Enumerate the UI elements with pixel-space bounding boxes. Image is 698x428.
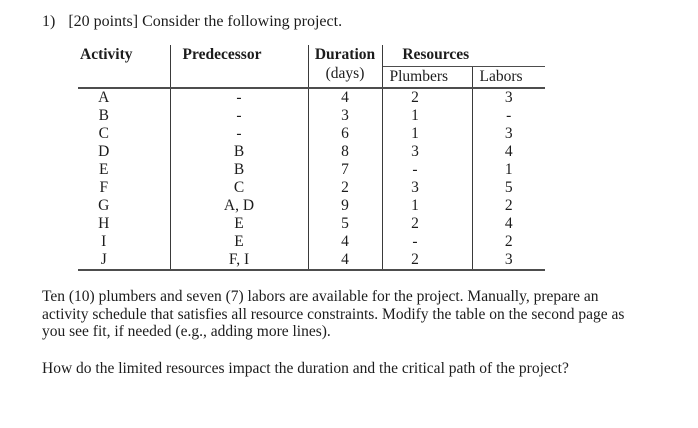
cell-plumbers: 1 — [382, 124, 473, 143]
project-table: Activity Predecessor Duration (days) Res… — [78, 45, 545, 271]
cell-activity: F — [78, 178, 171, 197]
cell-labors: 4 — [504, 214, 513, 232]
cell-activity: H — [78, 214, 171, 233]
cell-predecessor: B — [170, 142, 309, 161]
table-row: G A, D 9 1 2 — [78, 196, 545, 215]
cell-plumbers: 1 — [382, 196, 473, 215]
table-row: E B 7 - 1 — [78, 160, 545, 179]
table-header-row-2: Plumbers Labors — [78, 66, 545, 89]
cell-predecessor: - — [170, 124, 309, 143]
cell-predecessor: F, I — [170, 250, 309, 271]
cell-plumbers: 2 — [382, 87, 473, 107]
cell-plumbers: 1 — [382, 106, 473, 125]
cell-duration: 4 — [308, 87, 383, 107]
cell-activity: G — [78, 196, 171, 215]
cell-labors: 2 — [504, 232, 513, 250]
cell-activity: I — [78, 232, 171, 251]
cell-labors: - — [506, 106, 512, 124]
cell-plumbers: 2 — [382, 250, 473, 271]
cell-duration: 2 — [308, 178, 383, 197]
cell-predecessor: B — [170, 160, 309, 179]
cell-labors: 3 — [504, 88, 513, 106]
cell-predecessor: E — [170, 214, 309, 233]
cell-labors: 2 — [504, 196, 513, 214]
cell-plumbers: - — [382, 232, 473, 251]
cell-duration: 4 — [308, 250, 383, 271]
cell-duration: 8 — [308, 142, 383, 161]
table-row: D B 8 3 4 — [78, 142, 545, 161]
cell-activity: D — [78, 142, 171, 161]
cell-predecessor: - — [170, 106, 309, 125]
cell-labors: 4 — [504, 142, 513, 160]
table-row: H E 5 2 4 — [78, 214, 545, 233]
col-header-labors: Labors — [472, 66, 545, 89]
table-row: C - 6 1 3 — [78, 124, 545, 143]
table-row: I E 4 - 2 — [78, 232, 545, 251]
cell-labors: 3 — [472, 250, 545, 271]
table-row: J F, I 4 2 3 — [78, 250, 545, 271]
col-header-plumbers: Plumbers — [382, 66, 473, 89]
cell-predecessor: A, D — [170, 196, 309, 215]
cell-plumbers: 3 — [382, 142, 473, 161]
cell-labors: 5 — [504, 178, 513, 196]
cell-duration: 5 — [308, 214, 383, 233]
cell-labors: 1 — [504, 160, 513, 178]
question-heading: 1) [20 points] Consider the following pr… — [42, 13, 342, 31]
cell-plumbers: - — [382, 160, 473, 179]
table-row: F C 2 3 5 — [78, 178, 545, 197]
cell-duration: 3 — [308, 106, 383, 125]
cell-duration: 9 — [308, 196, 383, 215]
cell-activity: J — [78, 250, 171, 271]
instructions-line: Ten (10) plumbers and seven (7) labors a… — [42, 288, 599, 305]
cell-activity: A — [78, 87, 171, 107]
cell-activity: B — [78, 106, 171, 125]
table-header-row-1: Activity Predecessor Duration (days) Res… — [78, 45, 545, 89]
cell-plumbers: 2 — [382, 214, 473, 233]
question-text: [20 points] Consider the following proje… — [68, 13, 343, 30]
instructions-line: you see fit, if needed (e.g., adding mor… — [42, 323, 331, 340]
instructions-line: activity schedule that satisfies all res… — [42, 305, 625, 323]
instructions-paragraph: Ten (10) plumbers and seven (7) labors a… — [42, 288, 624, 341]
cell-duration: 6 — [308, 124, 383, 143]
cell-predecessor: - — [170, 87, 309, 107]
cell-activity: C — [78, 124, 171, 143]
col-header-duration-label: Duration — [314, 46, 376, 63]
cell-labors: 3 — [504, 124, 513, 142]
col-header-duration: Duration (days) — [308, 45, 383, 89]
col-header-predecessor: Predecessor — [170, 45, 309, 89]
followup-question: How do the limited resources impact the … — [42, 360, 569, 377]
cell-predecessor: C — [170, 178, 309, 197]
col-header-activity: Activity — [78, 45, 171, 89]
cell-duration: 4 — [308, 232, 383, 251]
cell-predecessor: E — [170, 232, 309, 251]
col-header-resources: Resources — [382, 45, 545, 67]
question-number: 1) — [42, 13, 56, 30]
col-header-duration-unit: (days) — [325, 65, 365, 82]
table-row: B - 3 1 - — [78, 106, 545, 125]
cell-duration: 7 — [308, 160, 383, 179]
cell-plumbers: 3 — [382, 178, 473, 197]
cell-activity: E — [78, 160, 171, 179]
table-row: A - 4 2 3 — [78, 87, 545, 107]
